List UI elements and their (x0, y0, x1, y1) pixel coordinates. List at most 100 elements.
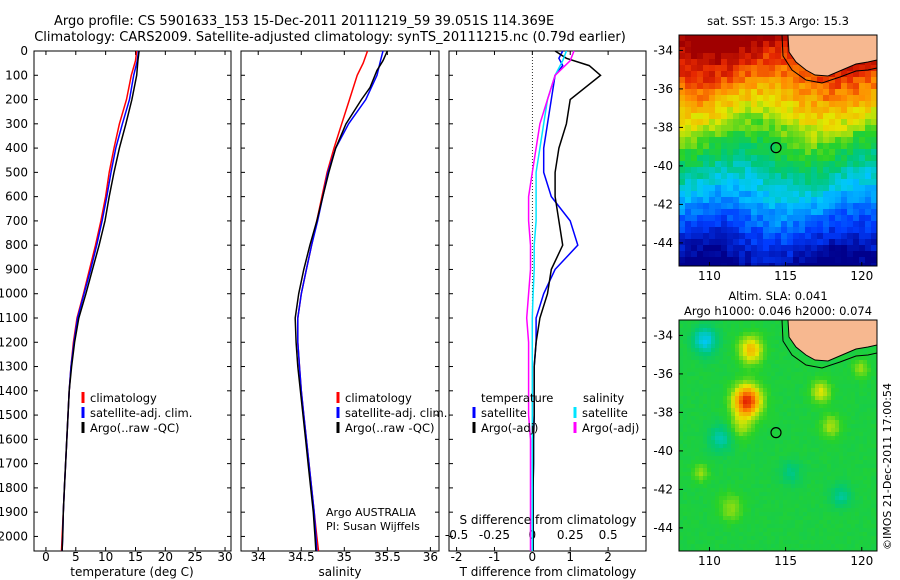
map-lat-tick-label: -36 (653, 367, 673, 381)
map-lon-tick-label: 115 (774, 554, 797, 568)
figure-title-line1: Argo profile: CS 5901633_153 15-Dec-2011… (54, 14, 555, 29)
sst-map-frame (678, 34, 878, 267)
x-tick-label: 2 (604, 550, 612, 564)
map-lat-tick-label: -34 (653, 43, 673, 57)
sla-map-frame (678, 319, 878, 552)
depth-tick-label: 2000 (0, 529, 28, 543)
s-difference-xlabel: S difference from climatology (460, 513, 637, 527)
series-line-1 (297, 50, 384, 552)
x-tick-label: 0 (42, 550, 50, 564)
salinity-series (294, 50, 388, 552)
x-tick-label: 25 (188, 550, 203, 564)
x-tick-label: 34 (251, 550, 266, 564)
difference-axes-box (448, 50, 647, 552)
depth-tick-label: 1000 (0, 287, 28, 301)
s-diff-tick-label: -0.5 (445, 528, 468, 542)
sla-map-title: Altim. SLA: 0.041 (728, 289, 827, 303)
t-difference-xlabel: T difference from climatology (459, 565, 637, 579)
salinity-tick-labels: 34 34.5 35 35.5 36 (251, 51, 438, 564)
imos-credit: ©IMOS 21-Dec-2011 17:00:54 (881, 383, 894, 550)
sla-lon-tick-labels: 110 115 120 (698, 547, 873, 568)
temp-legend-satellite: satellite-adj. clim. (90, 406, 192, 420)
salinity-axes-box (240, 50, 440, 552)
depth-tick-label: 1500 (0, 408, 28, 422)
depth-tick-label: 1900 (0, 505, 28, 519)
sst-lat-tick-labels: -34 -36 -38 -40 -42 -44 (653, 43, 683, 250)
depth-tick-label: 0 (20, 44, 28, 58)
sst-lon-tick-labels: 110 115 120 (698, 262, 873, 283)
sla-map-subtitle: Argo h1000: 0.046 h2000: 0.074 (684, 304, 872, 318)
depth-tick-label: 600 (5, 190, 28, 204)
map-lat-tick-label: -34 (653, 328, 673, 342)
s-diff-tick-label: -0.25 (479, 528, 510, 542)
difference-panel: -2 -1 0 1 2 -0.5 -0.25 0 0.25 0.5 T difference f… (445, 50, 647, 579)
temperature-tick-labels: 0 5 10 15 20 25 30 (42, 51, 233, 564)
diff-legend-t-satellite: satellite (481, 406, 527, 420)
series-line-2 (294, 50, 388, 552)
x-tick-label: 0 (529, 550, 537, 564)
depth-tick-label: 100 (5, 68, 28, 82)
diff-legend-title-temperature: temperature (481, 391, 553, 405)
sal-legend-argo: Argo(..raw -QC) (345, 421, 435, 435)
map-lon-tick-label: 110 (698, 554, 721, 568)
depth-tick-label: 700 (5, 214, 28, 228)
series-line-3 (525, 50, 575, 551)
sst-map-title: sat. SST: 15.3 Argo: 15.3 (707, 14, 849, 28)
map-lon-tick-label: 120 (850, 554, 873, 568)
sst-map: sat. SST: 15.3 Argo: 15.3 110 115 120 -34 -… (653, 14, 878, 283)
diff-legend-t-argo: Argo(-adj) (481, 421, 538, 435)
depth-tick-label: 800 (5, 238, 28, 252)
map-lat-tick-label: -38 (653, 120, 673, 134)
series-line-1 (532, 50, 602, 551)
x-tick-label: 10 (98, 550, 113, 564)
depth-tick-label: 300 (5, 117, 28, 131)
salinity-annotation-pi: PI: Susan Wijffels (326, 520, 420, 533)
depth-tick-label: 200 (5, 93, 28, 107)
figure-title-line2: Climatology: CARS2009. Satellite-adjuste… (34, 30, 626, 45)
difference-legend: temperature salinity satellite Argo(-adj… (472, 391, 639, 435)
x-tick-label: 20 (158, 550, 173, 564)
x-tick-label: 15 (128, 550, 143, 564)
depth-tick-label: 900 (5, 262, 28, 276)
map-lat-tick-label: -44 (653, 521, 673, 535)
depth-tick-label: 1200 (0, 335, 28, 349)
depth-tick-label: 1400 (0, 384, 28, 398)
map-lat-tick-label: -40 (653, 444, 673, 458)
map-lat-tick-label: -44 (653, 236, 673, 250)
sla-argo-position-marker (770, 427, 782, 439)
x-tick-label: 35.5 (374, 550, 401, 564)
s-diff-tick-label: 0.25 (557, 528, 584, 542)
depth-tick-label: 500 (5, 165, 28, 179)
temperature-legend: climatology satellite-adj. clim. Argo(..… (81, 391, 192, 435)
map-lon-tick-label: 110 (698, 269, 721, 283)
sla-land-australia (787, 320, 877, 362)
salinity-xlabel: salinity (318, 565, 361, 579)
difference-series (525, 50, 602, 551)
sla-isobath (781, 320, 877, 369)
sst-isobath (781, 35, 877, 84)
sla-map: Altim. SLA: 0.041 Argo h1000: 0.046 h200… (653, 289, 878, 568)
x-tick-label: 35 (337, 550, 352, 564)
map-lon-tick-label: 115 (774, 269, 797, 283)
x-tick-label: 5 (72, 550, 80, 564)
map-lat-tick-label: -42 (653, 482, 673, 496)
diff-legend-s-satellite: satellite (582, 406, 628, 420)
temperature-panel: 0100200300400500600700800900100011001200… (0, 44, 233, 579)
s-diff-tick-label: 0.5 (599, 528, 618, 542)
salinity-legend: climatology satellite-adj. clim. Argo(..… (336, 391, 447, 435)
x-tick-label: -2 (451, 550, 463, 564)
map-lon-tick-label: 120 (850, 269, 873, 283)
salinity-annotation-project: Argo AUSTRALIA (326, 506, 416, 519)
temp-legend-climatology: climatology (90, 391, 157, 405)
sla-lat-tick-labels: -34 -36 -38 -40 -42 -44 (653, 328, 683, 535)
series-line-2 (531, 50, 568, 551)
depth-tick-label: 1800 (0, 481, 28, 495)
diff-legend-s-argo: Argo(-adj) (582, 421, 639, 435)
map-lat-tick-label: -36 (653, 82, 673, 96)
sal-legend-satellite: satellite-adj. clim. (345, 406, 447, 420)
temp-legend-argo: Argo(..raw -QC) (90, 421, 180, 435)
x-tick-label: 34.5 (288, 550, 315, 564)
depth-tick-label: 400 (5, 141, 28, 155)
depth-tick-labels: 0 100 200 300 400 500 600 700 800 900 1000 1100 1200… (0, 44, 28, 543)
